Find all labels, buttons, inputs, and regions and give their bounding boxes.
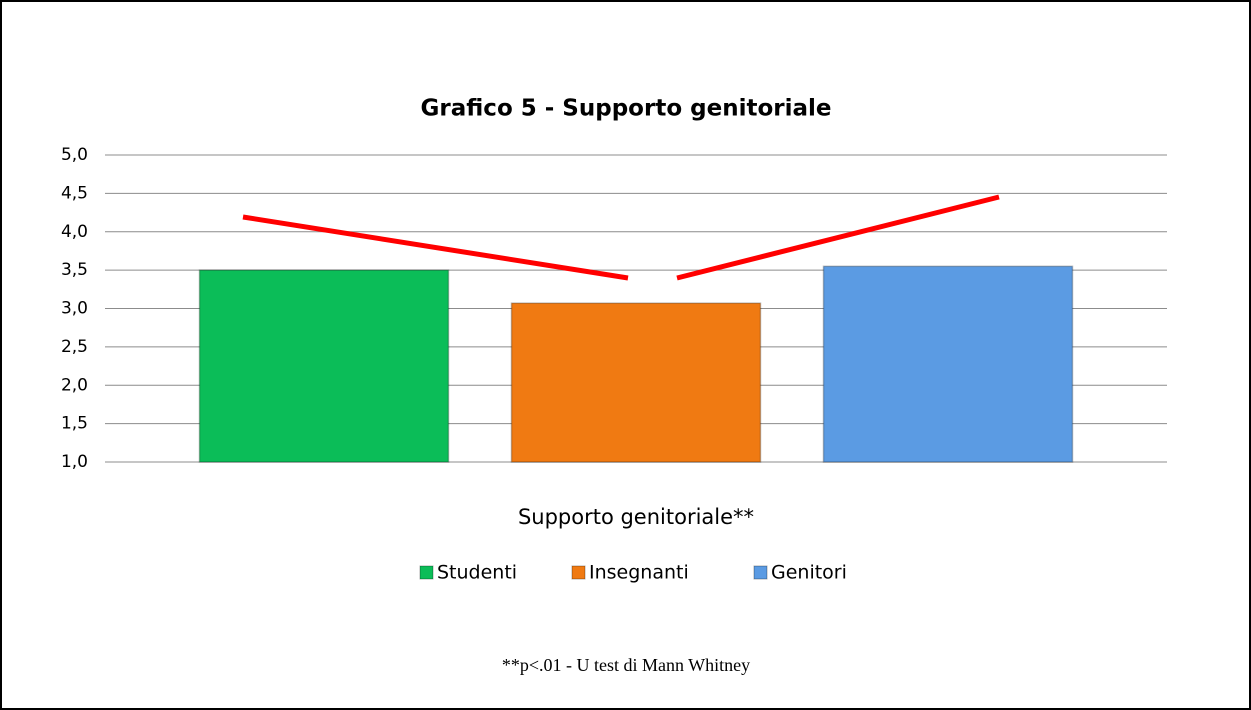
legend-label: Genitori <box>771 562 847 584</box>
y-tick-label: 2,0 <box>61 375 88 395</box>
annotation-line <box>242 214 629 281</box>
legend-label: Insegnanti <box>589 562 689 584</box>
legend-label: Studenti <box>437 562 517 584</box>
y-tick-label: 3,0 <box>61 299 88 319</box>
legend-item: Studenti <box>419 562 517 584</box>
footnote: **p<.01 - U test di Mann Whitney <box>502 655 750 675</box>
legend-swatch <box>419 565 434 580</box>
y-tick-label: 1,0 <box>61 452 88 472</box>
x-tick-label: Supporto genitoriale** <box>518 505 754 529</box>
bar <box>510 302 762 463</box>
y-tick-label: 4,0 <box>61 222 88 242</box>
y-tick-label: 4,5 <box>61 183 88 203</box>
chart-title: Grafico 5 - Supporto genitoriale <box>421 96 832 122</box>
legend-item: Insegnanti <box>571 562 689 584</box>
annotation-line <box>676 194 1000 281</box>
y-tick-label: 3,5 <box>61 260 88 280</box>
bar <box>198 269 450 463</box>
y-tick-label: 1,5 <box>61 414 88 434</box>
legend-swatch <box>753 565 768 580</box>
legend-item: Genitori <box>753 562 847 584</box>
y-tick-label: 5,0 <box>61 145 88 165</box>
bar <box>822 265 1074 463</box>
y-tick-label: 2,5 <box>61 337 88 357</box>
legend-swatch <box>571 565 586 580</box>
